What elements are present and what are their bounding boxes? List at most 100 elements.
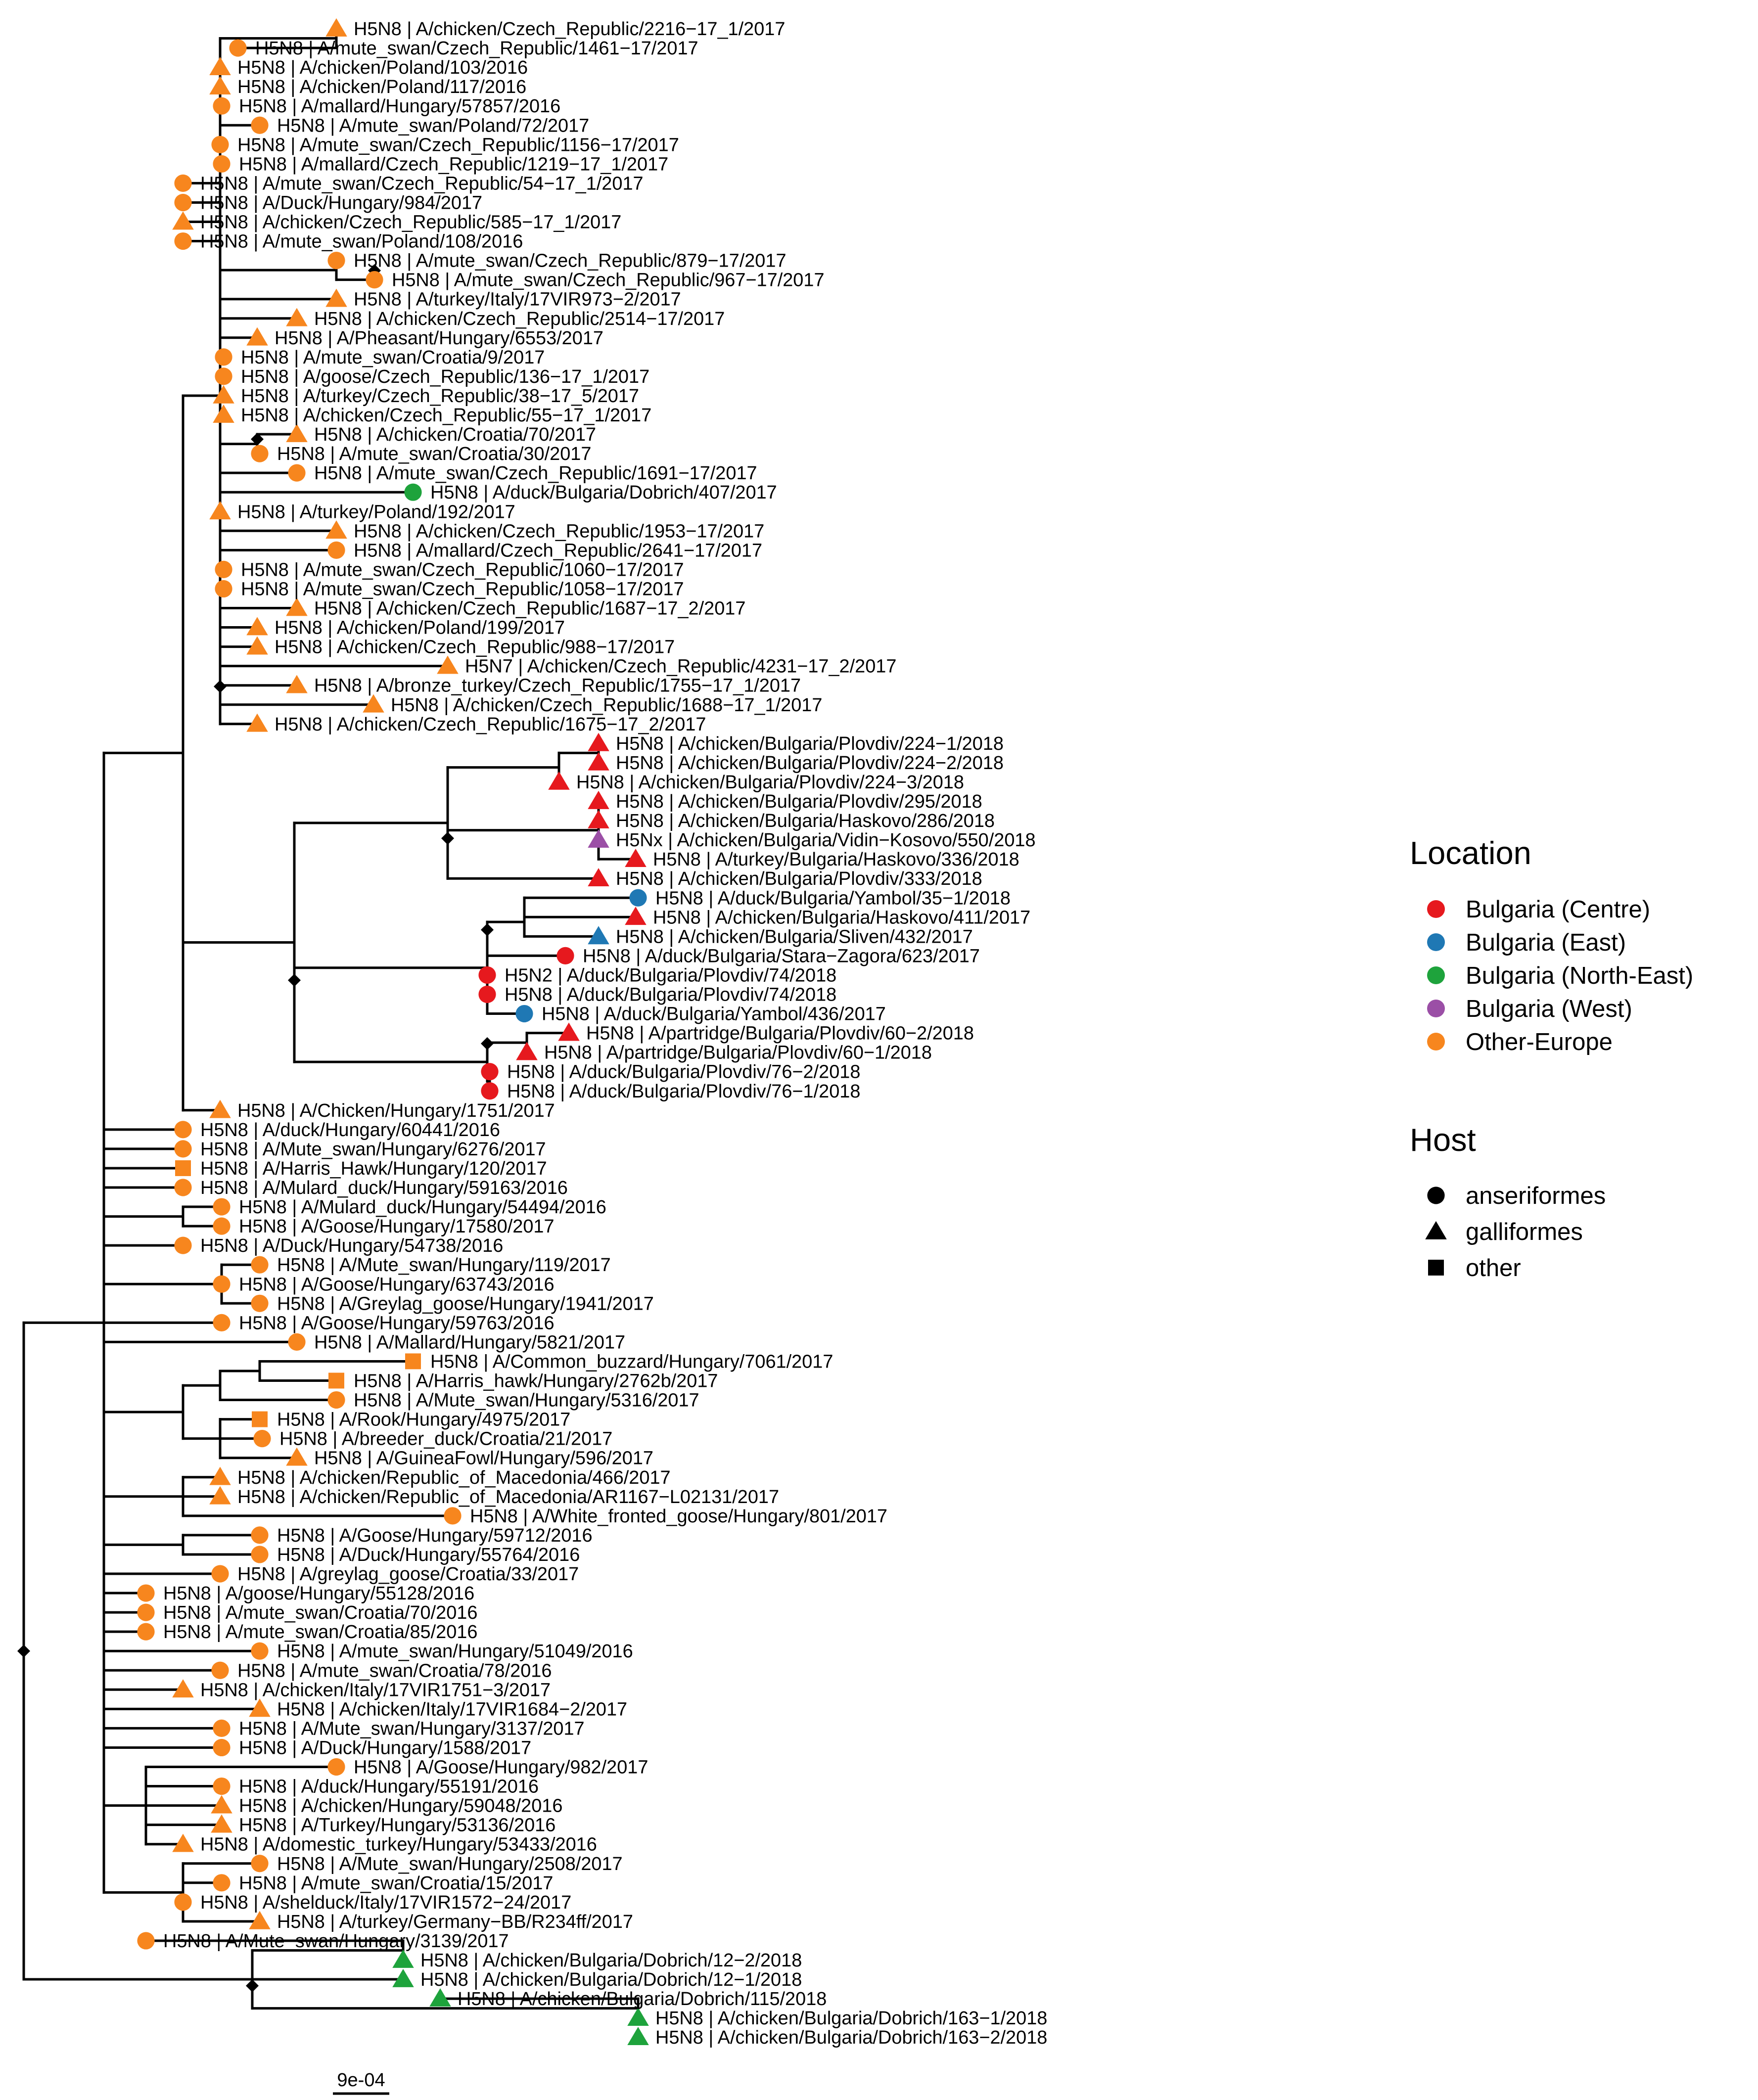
tip-label: H5N8 | A/duck/Bulgaria/Dobrich/407/2017: [430, 482, 777, 503]
legend-location-label: Bulgaria (Centre): [1466, 896, 1650, 923]
tip-triangle-icon: [286, 597, 308, 616]
tip-triangle-icon: [437, 655, 459, 674]
tip-label: H5N8 | A/duck/Hungary/60441/2016: [200, 1120, 500, 1141]
tip-label: H5N8 | A/chicken/Czech_Republic/2514−17/…: [314, 309, 725, 329]
tip-circle-icon: [213, 1777, 231, 1795]
tip-circle-icon: [229, 39, 247, 57]
tip-label: H5N7 | A/chicken/Czech_Republic/4231−17_…: [465, 656, 896, 677]
tip-triangle-icon: [588, 752, 609, 771]
tip-label: H5N8 | A/chicken/Bulgaria/Plovdiv/224−3/…: [576, 772, 964, 793]
tip-label: H5N8 | A/Harris_hawk/Hungary/2762b/2017: [354, 1371, 718, 1392]
tip-circle-icon: [174, 1179, 192, 1196]
tip-label: H5N8 | A/mute_swan/Czech_Republic/54−17_…: [200, 173, 644, 194]
tip-label: H5N8 | A/chicken/Bulgaria/Dobrich/12−2/2…: [420, 1950, 802, 1971]
tip-label: H5N8 | A/Rook/Hungary/4975/2017: [277, 1410, 570, 1430]
tip-label: H5N8 | A/mute_swan/Czech_Republic/1461−1…: [255, 38, 698, 59]
tip-circle-icon: [251, 1546, 269, 1563]
tip-label: H5N8 | A/Turkey/Hungary/53136/2016: [239, 1815, 555, 1836]
tip-label: H5N8 | A/chicken/Bulgaria/Plovdiv/295/20…: [616, 791, 982, 812]
tip-label: H5N8 | A/shelduck/Italy/17VIR1572−24/201…: [200, 1892, 571, 1913]
tip-circle-icon: [211, 1565, 229, 1583]
tip-circle-icon: [213, 97, 231, 115]
tip-label: H5N8 | A/chicken/Hungary/59048/2016: [239, 1796, 562, 1817]
tip-label: H5N8 | A/White_fronted_goose/Hungary/801…: [470, 1506, 887, 1527]
tip-circle-icon: [629, 889, 647, 907]
tip-markers: [137, 18, 649, 2046]
tip-circle-icon: [481, 1063, 499, 1081]
support-node-marker: [288, 974, 301, 987]
legend-location-label: Bulgaria (West): [1466, 996, 1632, 1022]
tip-label: H5N8 | A/chicken/Czech_Republic/585−17_1…: [200, 212, 621, 233]
tip-label: H5N8 | A/bronze_turkey/Czech_Republic/17…: [314, 676, 801, 696]
tip-label: H5N8 | A/mallard/Czech_Republic/1219−17_…: [239, 154, 668, 175]
tip-circle-icon: [215, 560, 232, 578]
tip-triangle-icon: [325, 18, 347, 37]
tip-label: H5N8 | A/duck/Bulgaria/Yambol/436/2017: [542, 1004, 886, 1025]
tip-circle-icon: [213, 1275, 231, 1293]
tip-label: H5N8 | A/turkey/Czech_Republic/38−17_5/2…: [241, 386, 639, 407]
tip-label: H5N8 | A/domestic_turkey/Hungary/53433/2…: [200, 1834, 597, 1855]
tip-label: H5N8 | A/Mute_swan/Hungary/6276/2017: [200, 1139, 546, 1160]
tip-label: H5N8 | A/chicken/Republic_of_Macedonia/4…: [237, 1467, 671, 1488]
tip-label: H5N8 | A/goose/Hungary/55128/2016: [163, 1583, 474, 1604]
tip-circle-icon: [213, 1314, 231, 1331]
tip-triangle-icon: [209, 1466, 231, 1485]
tip-circle-icon: [251, 1526, 269, 1544]
tip-triangle-icon: [209, 1099, 231, 1118]
tip-circle-icon: [251, 1294, 269, 1312]
tip-triangle-icon: [588, 810, 609, 828]
tip-label: H5N8 | A/chicken/Bulgaria/Sliven/432/201…: [616, 926, 973, 947]
tip-circle-icon: [137, 1932, 155, 1950]
tip-label: H5N8 | A/chicken/Czech_Republic/1688−17_…: [391, 695, 822, 716]
tip-label: H5N8 | A/Goose/Hungary/17580/2017: [239, 1216, 555, 1237]
legend-location-items: Bulgaria (Centre) Bulgaria (East) Bulgaria…: [1427, 896, 1693, 1055]
tip-circle-icon: [251, 1642, 269, 1660]
tip-circle-icon: [137, 1584, 155, 1602]
tip-circle-icon: [213, 1198, 231, 1216]
tip-label: H5N8 | A/Mulard_duck/Hungary/54494/2016: [239, 1197, 606, 1218]
legend-square-icon: [1428, 1260, 1444, 1276]
tip-label: H5N8 | A/chicken/Czech_Republic/1675−17_…: [275, 714, 706, 735]
tip-circle-icon: [174, 1121, 192, 1139]
tip-triangle-icon: [588, 790, 609, 809]
scale-bar: 9e-04: [333, 2070, 389, 2095]
tip-circle-icon: [481, 1082, 499, 1100]
tip-label: H5N8 | A/chicken/Italy/17VIR1684−2/2017: [277, 1699, 627, 1720]
tip-square-icon: [328, 1372, 344, 1389]
tip-label: H5N8 | A/mute_swan/Croatia/70/2016: [163, 1602, 477, 1623]
tip-label: H5N8 | A/chicken/Czech_Republic/1687−17_…: [314, 598, 745, 619]
tip-label: H5N8 | A/chicken/Bulgaria/Dobrich/115/20…: [458, 1989, 827, 2009]
tip-circle-icon: [213, 1217, 231, 1235]
legend-swatch-icon: [1427, 1033, 1445, 1050]
tip-triangle-icon: [246, 617, 268, 636]
tip-label: H5N8 | A/chicken/Bulgaria/Dobrich/163−2/…: [655, 2027, 1047, 2048]
tip-circle-icon: [366, 271, 383, 289]
tip-label: H5N8 | A/mute_swan/Croatia/15/2017: [239, 1873, 553, 1894]
tip-label: H5N8 | A/Mute_swan/Hungary/3137/2017: [239, 1718, 585, 1739]
tip-triangle-icon: [213, 385, 234, 404]
internal-nodes: [17, 264, 494, 1992]
tip-label: H5N8 | A/duck/Bulgaria/Plovdiv/74/2018: [505, 985, 836, 1005]
tip-label: H5N8 | A/chicken/Czech_Republic/55−17_1/…: [241, 405, 651, 426]
tip-triangle-icon: [211, 1814, 232, 1833]
tip-label: H5N8 | A/Mallard/Hungary/5821/2017: [314, 1332, 625, 1353]
tip-triangle-icon: [246, 636, 268, 655]
tip-triangle-icon: [588, 868, 609, 887]
tip-label: H5N8 | A/mute_swan/Czech_Republic/1058−1…: [241, 579, 684, 599]
tip-triangle-icon: [627, 2027, 649, 2046]
tip-circle-icon: [404, 483, 422, 501]
tip-label: H5N8 | A/Mute_swan/Hungary/3139/2017: [163, 1931, 509, 1952]
tip-label: H5N8 | A/chicken/Croatia/70/2017: [314, 424, 596, 445]
tip-label: H5N8 | A/chicken/Italy/17VIR1751−3/2017: [200, 1680, 551, 1700]
tip-triangle-icon: [325, 288, 347, 307]
tip-label: H5N8 | A/Goose/Hungary/63743/2016: [239, 1274, 555, 1295]
tip-label: H5N8 | A/mute_swan/Croatia/78/2016: [237, 1660, 552, 1681]
tip-label: H5N8 | A/duck/Bulgaria/Stara−Zagora/623/…: [583, 946, 980, 966]
legend-host-title: Host: [1410, 1122, 1476, 1158]
tip-label: H5N8 | A/mute_swan/Croatia/9/2017: [241, 347, 545, 368]
tip-circle-icon: [327, 1391, 345, 1409]
tip-label: H5N8 | A/turkey/Italy/17VIR973−2/2017: [354, 289, 681, 310]
tip-label: H5N8 | A/duck/Bulgaria/Plovdiv/76−1/2018: [507, 1081, 860, 1102]
tip-labels: H5N8 | A/chicken/Czech_Republic/2216−17_…: [163, 19, 1047, 2048]
